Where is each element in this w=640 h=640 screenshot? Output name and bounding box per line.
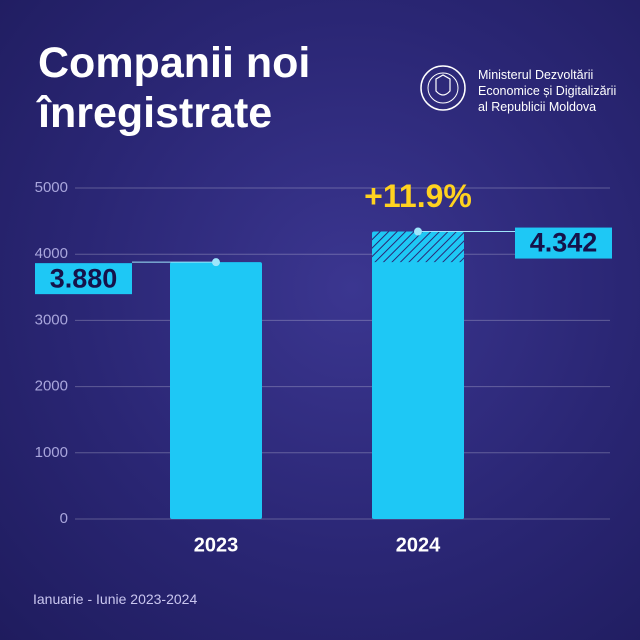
bar (170, 262, 262, 519)
y-tick-label: 2000 (35, 378, 68, 395)
y-tick-label: 5000 (35, 179, 68, 196)
change-annotation: +11.9% (364, 178, 472, 214)
footnote: Ianuarie - Iunie 2023-2024 (33, 591, 198, 607)
bar-base (372, 262, 464, 519)
value-dot (414, 227, 422, 236)
ministry-name: Ministerul Dezvoltării Economice și Digi… (478, 68, 617, 114)
y-tick-label: 3000 (35, 311, 68, 328)
value-label-box (515, 227, 612, 259)
value-label: 3.880 (50, 263, 118, 293)
x-tick-label: 2024 (396, 534, 441, 556)
y-tick-label: 1000 (35, 444, 68, 461)
chart-title: Companii noi înregistrate (38, 39, 311, 137)
y-tick-label: 4000 (35, 245, 68, 262)
value-dot (212, 258, 220, 267)
y-tick-label: 0 (60, 510, 68, 527)
x-tick-label: 2023 (194, 534, 239, 556)
value-label: 4.342 (530, 228, 598, 258)
seal (420, 65, 466, 111)
value-label-box (35, 263, 132, 295)
